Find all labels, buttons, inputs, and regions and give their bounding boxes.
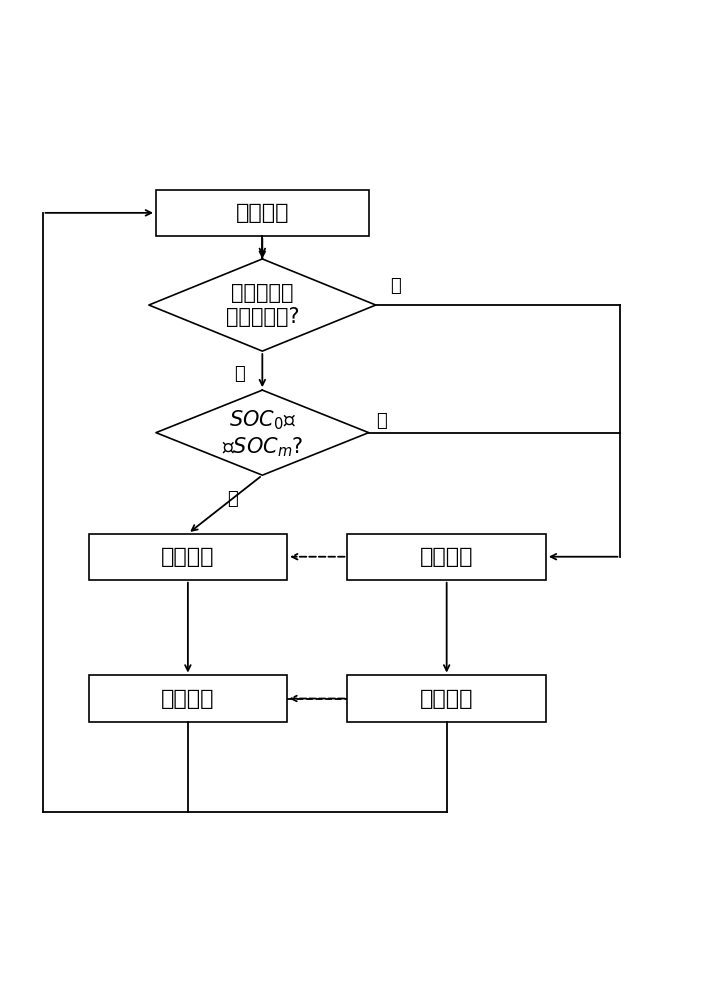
FancyBboxPatch shape [347, 534, 546, 580]
Text: 空闲状态: 空闲状态 [420, 689, 474, 709]
Text: 接入电网时
间是否较长?: 接入电网时 间是否较长? [225, 283, 299, 327]
FancyBboxPatch shape [89, 534, 287, 580]
Text: $SOC_0$小: $SOC_0$小 [229, 408, 296, 432]
Text: 否: 否 [376, 412, 386, 430]
Text: 充电状态: 充电状态 [161, 547, 215, 567]
FancyBboxPatch shape [89, 675, 287, 722]
FancyBboxPatch shape [347, 675, 546, 722]
FancyBboxPatch shape [156, 190, 369, 236]
Text: 充电状态: 充电状态 [420, 547, 474, 567]
Text: 行驶状态: 行驶状态 [235, 203, 289, 223]
Text: 是: 是 [227, 490, 238, 508]
Text: 可控状态: 可控状态 [161, 689, 215, 709]
Text: 否: 否 [390, 277, 401, 295]
Text: 是: 是 [234, 365, 245, 383]
Text: 于$SOC_m$?: 于$SOC_m$? [221, 435, 303, 459]
